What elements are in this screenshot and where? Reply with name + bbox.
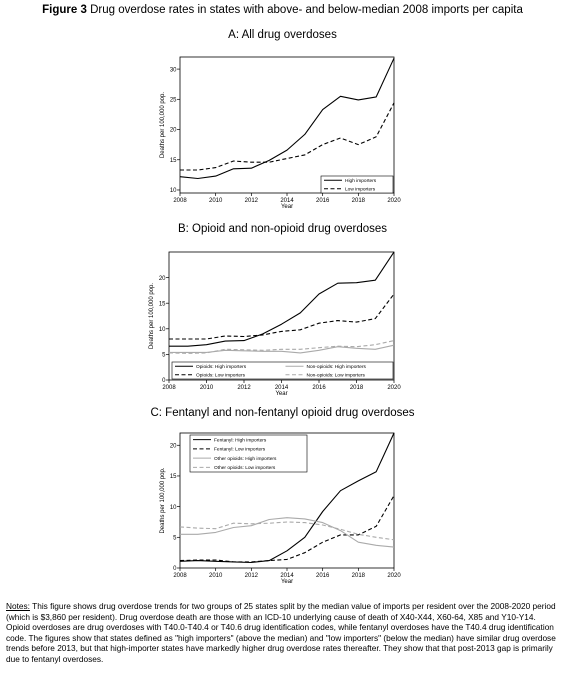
series-line-2 — [169, 344, 395, 354]
x-tick-label: 2010 — [209, 573, 223, 579]
x-tick-label: 2016 — [316, 573, 330, 579]
y-tick-label: 5 — [173, 536, 177, 542]
x-tick-label: 2010 — [209, 198, 223, 204]
legend-box — [171, 361, 394, 380]
notes-text: This figure shows drug overdose trends f… — [6, 601, 556, 664]
y-tick-label: 5 — [162, 353, 166, 359]
y-tick-label: 0 — [162, 378, 166, 384]
legend-label-0: High importers — [345, 178, 377, 184]
y-axis-label: Deaths per 100,000 pop. — [160, 92, 166, 158]
y-tick-label: 15 — [170, 474, 177, 480]
legend-label-1: Fentanyl: Low importers — [214, 447, 266, 453]
x-tick-label: 2020 — [387, 573, 401, 579]
y-axis-label: Deaths per 100,000 pop. — [160, 467, 166, 533]
legend-label-0: Opioids: High importers — [196, 364, 247, 370]
series-line-3 — [179, 521, 395, 541]
x-tick-label: 2016 — [316, 198, 330, 204]
x-tick-label: 2012 — [237, 385, 251, 391]
figure-title: Figure 3 Drug overdose rates in states w… — [0, 4, 565, 16]
x-tick-label: 2018 — [350, 385, 364, 391]
series-line-2 — [180, 517, 395, 548]
chart-panel-b: 0 5 10 15 20 2008 2010 2012 2014 2016 2018 2020 Year… — [149, 251, 401, 397]
x-axis-label: Year — [275, 391, 287, 397]
legend-label-3: Other opioids: Low importers — [214, 465, 276, 471]
plot-frame — [179, 56, 395, 194]
y-tick-label: 25 — [170, 98, 177, 104]
x-tick-label: 2012 — [245, 198, 259, 204]
legend-box — [189, 434, 308, 473]
legend-label-3: Non-opioids: Low importers — [307, 372, 366, 378]
y-tick-label: 10 — [170, 188, 177, 194]
series-line-1 — [180, 102, 395, 171]
x-tick-label: 2018 — [352, 573, 366, 579]
x-tick-label: 2012 — [245, 573, 259, 579]
series-line-3 — [168, 340, 395, 354]
panel-c-title: C: Fentanyl and non-fentanyl opioid drug… — [150, 407, 415, 419]
series-line-0 — [179, 57, 395, 180]
x-tick-label: 2010 — [200, 385, 214, 391]
x-axis-label: Year — [281, 579, 293, 585]
chart-panel-c: 0 5 10 15 20 2008 2010 2012 2014 2016 2018 2020 Year… — [160, 432, 401, 585]
x-tick-label: 2014 — [275, 385, 289, 391]
panel-b-title: B: Opioid and non-opioid drug overdoses — [177, 223, 388, 235]
notes-label: Notes: — [6, 601, 30, 611]
figure-title-text: Drug overdose rates in states with above… — [90, 4, 523, 16]
legend-label-1: Low importers — [345, 186, 376, 192]
x-tick-label: 2008 — [162, 385, 176, 391]
y-tick-label: 15 — [170, 158, 177, 164]
x-tick-label: 2008 — [173, 198, 187, 204]
x-tick-label: 2016 — [312, 385, 326, 391]
x-tick-label: 2020 — [387, 198, 401, 204]
series-line-1 — [179, 495, 395, 563]
x-axis-label: Year — [281, 204, 293, 210]
chart-panel-a: 10 15 20 25 30 2008 2010 2012 2014 2016 2018 2020 Ye… — [160, 56, 401, 210]
legend-label-0: Fentanyl: High importers — [214, 437, 267, 443]
y-tick-label: 20 — [170, 128, 177, 134]
y-tick-label: 20 — [170, 443, 177, 449]
series-line-1 — [169, 293, 395, 340]
legend-label-2: Non-opioids: High importers — [307, 364, 367, 370]
y-tick-label: 15 — [159, 301, 166, 307]
x-tick-label: 2008 — [173, 573, 187, 579]
plot-frame — [168, 251, 395, 381]
x-tick-label: 2014 — [280, 573, 294, 579]
x-tick-label: 2020 — [387, 385, 401, 391]
series-line-0 — [169, 251, 395, 347]
y-tick-label: 20 — [159, 276, 166, 282]
x-tick-label: 2014 — [280, 198, 294, 204]
panel-a-title: A: All drug overdoses — [228, 29, 337, 41]
x-tick-label: 2018 — [352, 198, 366, 204]
figure-label: Figure 3 — [42, 4, 87, 16]
notes: Notes: This figure shows drug overdose t… — [6, 601, 559, 665]
y-tick-label: 10 — [159, 327, 166, 333]
legend-label-2: Other opioids: High importers — [214, 456, 277, 462]
legend-label-1: Opioids: Low importers — [196, 372, 246, 378]
y-tick-label: 30 — [170, 67, 177, 73]
y-tick-label: 0 — [173, 566, 177, 572]
y-tick-label: 10 — [170, 505, 177, 511]
y-axis-label: Deaths per 100,000 pop. — [149, 283, 155, 349]
series-line-0 — [179, 432, 395, 564]
